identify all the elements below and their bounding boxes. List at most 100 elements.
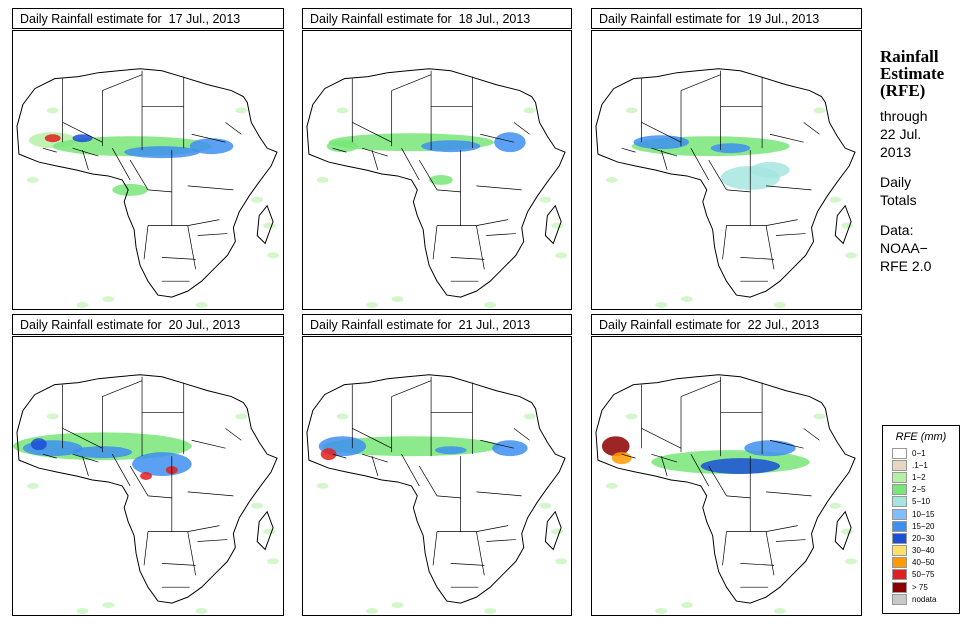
country-border — [391, 74, 432, 91]
country-border — [191, 133, 226, 143]
side-source: NOAA− — [880, 240, 928, 256]
rainfall-patch — [710, 143, 751, 154]
rainfall-patch — [235, 413, 248, 420]
legend-label: nodata — [912, 594, 937, 604]
country-border — [690, 147, 710, 181]
legend-swatch — [892, 496, 907, 508]
country-border — [680, 380, 721, 397]
rainfall-patch — [492, 440, 528, 457]
side-heading: Estimate — [880, 64, 945, 83]
rainfall-patch — [523, 413, 536, 420]
legend-item: 30−40 — [892, 545, 959, 557]
side-source: RFE 2.0 — [880, 258, 932, 274]
country-border — [765, 225, 775, 270]
country-border — [187, 219, 220, 226]
rainfall-patch — [263, 528, 276, 535]
legend-label: > 75 — [912, 582, 928, 592]
coastline — [306, 68, 566, 298]
legend-label: 2−5 — [912, 485, 926, 495]
rainfall-patch — [539, 502, 552, 509]
country-border — [641, 122, 682, 143]
country-border — [486, 233, 516, 236]
country-border — [161, 257, 196, 260]
legend-swatch — [892, 545, 907, 557]
rainfall-patch — [267, 252, 280, 259]
rainfall-patch — [26, 482, 39, 489]
rainfall-patch — [235, 107, 248, 114]
side-totals: Totals — [880, 192, 917, 208]
rainfall-patch — [655, 608, 668, 615]
africa-map — [13, 374, 280, 615]
legend-item: .1−1 — [892, 459, 959, 471]
rainfall-patch — [700, 458, 780, 475]
country-border — [362, 147, 388, 157]
country-border — [766, 185, 812, 191]
side-heading: (RFE) — [880, 81, 926, 100]
rainfall-patch — [845, 252, 858, 259]
rainfall-patch — [46, 107, 59, 114]
country-border — [775, 539, 806, 542]
country-border — [143, 225, 149, 260]
country-border — [450, 257, 485, 260]
country-border — [401, 453, 420, 487]
rainfall-patch — [555, 252, 568, 259]
rainfall-patch — [44, 134, 61, 143]
country-border — [102, 380, 143, 397]
side-daily: Daily — [880, 174, 912, 190]
country-border — [371, 456, 379, 477]
country-border — [766, 491, 812, 497]
legend-item: 50−75 — [892, 569, 959, 581]
country-border — [187, 525, 220, 532]
country-border — [476, 491, 522, 497]
country-border — [102, 74, 143, 91]
country-border — [621, 147, 636, 153]
legend-label: 50−75 — [912, 570, 935, 580]
rainfall-patch — [484, 608, 497, 615]
country-border — [651, 453, 678, 463]
country-border — [769, 439, 804, 449]
madagascar-outline — [256, 204, 274, 245]
country-border — [476, 225, 485, 270]
country-border — [42, 147, 57, 153]
country-border — [147, 189, 172, 193]
rainfall-patch — [421, 140, 481, 153]
country-border — [111, 453, 131, 487]
country-border — [769, 133, 804, 143]
rainfall-patch — [366, 608, 378, 615]
rainfall-patch — [336, 107, 349, 114]
country-border — [129, 465, 149, 497]
country-border — [621, 453, 636, 459]
country-border — [803, 122, 820, 135]
rainfall-patch — [551, 528, 564, 535]
legend-swatch — [892, 593, 907, 605]
country-border — [803, 428, 820, 441]
rainfall-map — [302, 336, 572, 616]
country-border — [197, 539, 228, 542]
country-border — [486, 539, 516, 542]
legend-label: 0−1 — [912, 448, 926, 458]
africa-map — [595, 374, 858, 615]
rainfall-patch — [435, 446, 467, 455]
country-border — [391, 380, 432, 397]
country-border — [708, 465, 727, 497]
rainfall-patch — [655, 302, 668, 309]
rainfall-map — [591, 30, 862, 310]
country-border — [352, 122, 392, 143]
country-border — [480, 133, 514, 143]
country-border — [765, 219, 798, 226]
country-border — [726, 189, 751, 193]
legend-swatch — [892, 447, 907, 459]
legend-title: RFE (mm) — [895, 431, 947, 443]
legend-item: 15−20 — [892, 520, 959, 532]
country-border — [187, 185, 234, 191]
legend-swatch — [892, 569, 907, 581]
africa-map — [16, 68, 280, 309]
country-border — [476, 185, 522, 191]
rainfall-patch — [773, 302, 786, 309]
country-border — [82, 150, 89, 171]
legend-label: 40−50 — [912, 558, 935, 568]
coastline — [595, 68, 856, 298]
rainfall-patch — [251, 502, 264, 509]
coastline — [306, 374, 566, 604]
rainfall-patch — [326, 140, 359, 153]
